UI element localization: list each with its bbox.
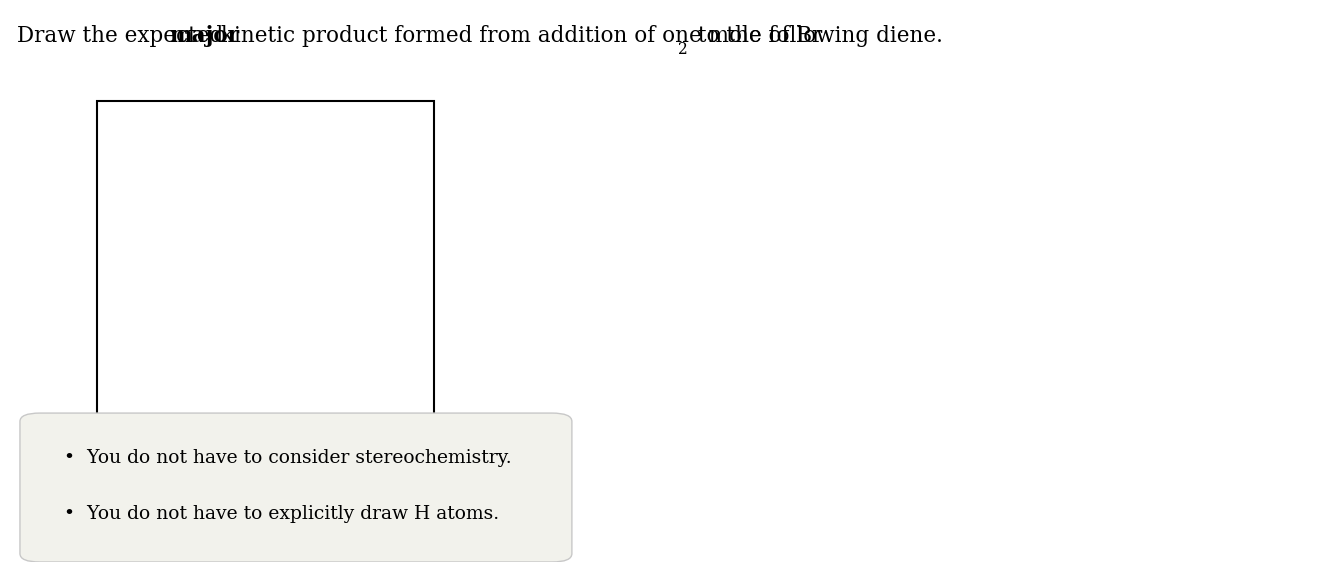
Text: 2: 2 [678,41,688,58]
Text: •  You do not have to consider stereochemistry.: • You do not have to consider stereochem… [64,450,512,468]
Text: kinetic product formed from addition of one mole of Br: kinetic product formed from addition of … [214,25,822,47]
Text: Draw the expected: Draw the expected [17,25,230,47]
Text: to the following diene.: to the following diene. [692,25,943,47]
Text: major: major [169,25,239,47]
Text: •  You do not have to explicitly draw H atoms.: • You do not have to explicitly draw H a… [64,505,499,523]
